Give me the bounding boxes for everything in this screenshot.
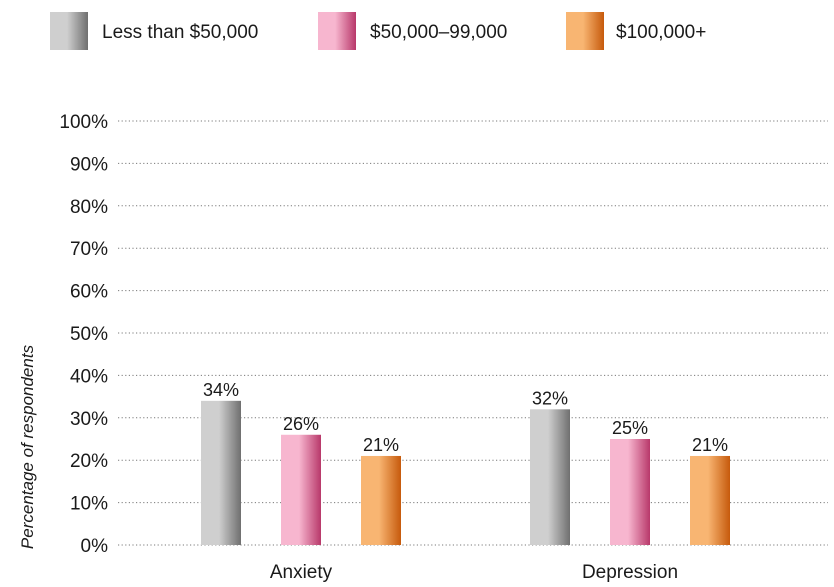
bar-anxiety-100-000	[361, 455, 401, 545]
data-label-depression-100-000: 21%	[692, 435, 728, 455]
x-category-label-anxiety: Anxiety	[270, 562, 333, 583]
y-tick-label-20: 20%	[70, 451, 108, 472]
data-label-anxiety-less-than-50-000: 34%	[203, 380, 239, 400]
y-axis-ticks: 0% 10% 20% 30% 40% 50% 60% 70% 80% 90% 100%	[59, 112, 108, 557]
y-tick-label-80: 80%	[70, 197, 108, 218]
y-tick-label-40: 40%	[70, 366, 108, 387]
legend-swatch-less-than-50000	[50, 12, 88, 50]
legend-item-100000-plus: $100,000+	[566, 12, 706, 50]
legend-label-less-than-50000: Less than $50,000	[102, 22, 258, 43]
data-label-depression-50-000-99-000: 25%	[612, 418, 648, 438]
category-labels: Anxiety Depression	[270, 562, 678, 583]
y-tick-label-70: 70%	[70, 239, 108, 260]
y-tick-label-60: 60%	[70, 282, 108, 303]
y-tick-label-0: 0%	[81, 536, 109, 557]
bar-depression-100-000	[690, 455, 730, 545]
y-tick-label-100: 100%	[59, 112, 108, 133]
bar-anxiety-50-000-99-000	[281, 434, 321, 545]
data-labels: 34% 26% 21% 32% 25% 21%	[203, 380, 728, 455]
legend-label-100000-plus: $100,000+	[616, 22, 706, 43]
legend-swatch-50000-99000	[318, 12, 356, 50]
y-tick-label-90: 90%	[70, 154, 108, 175]
data-label-anxiety-50-000-99-000: 26%	[283, 414, 319, 434]
legend-label-50000-99000: $50,000–99,000	[370, 22, 507, 43]
y-tick-label-30: 30%	[70, 409, 108, 430]
legend-item-less-than-50000: Less than $50,000	[50, 12, 258, 50]
y-tick-label-50: 50%	[70, 324, 108, 345]
x-category-label-depression: Depression	[582, 562, 678, 583]
y-tick-label-10: 10%	[70, 494, 108, 515]
data-label-anxiety-100-000: 21%	[363, 435, 399, 455]
bar-depression-less-than-50-000	[530, 409, 570, 545]
legend-swatch-100000-plus	[566, 12, 604, 50]
bar-anxiety-less-than-50-000	[201, 400, 241, 545]
legend: Less than $50,000 $50,000–99,000 $100,00…	[50, 12, 706, 50]
bar-depression-50-000-99-000	[610, 439, 650, 545]
data-label-depression-less-than-50-000: 32%	[532, 388, 568, 408]
bars	[201, 400, 730, 545]
legend-item-50000-99000: $50,000–99,000	[318, 12, 507, 50]
y-axis-title: Percentage of respondents	[18, 344, 37, 549]
